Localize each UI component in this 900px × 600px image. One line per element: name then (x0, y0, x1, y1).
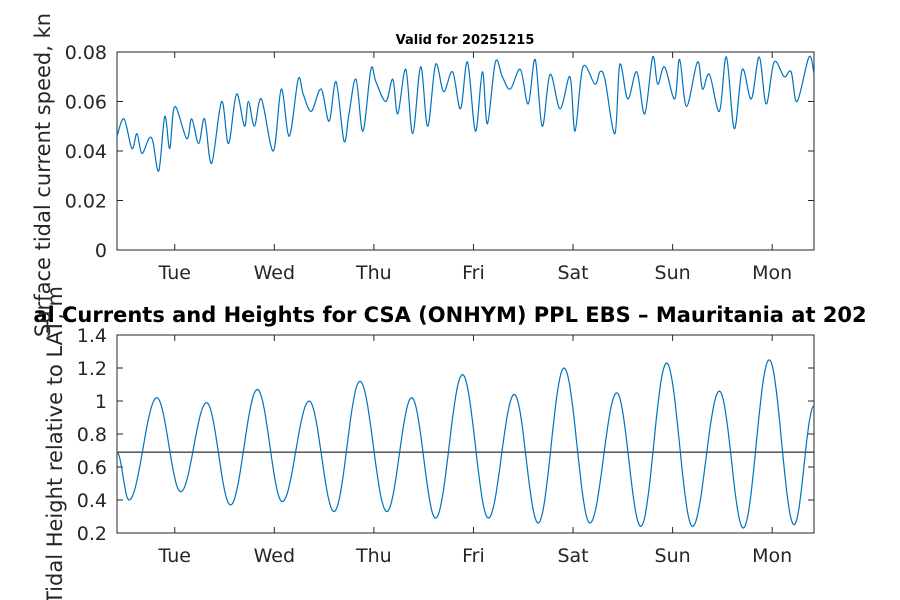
tidal-height-series-line (116, 359, 815, 529)
tidal-height-ticks: 0.2 0.4 0.6 0.8 1 1.2 1.4 Tue Wed Thu Fri Sat Sun Mon (77, 325, 814, 567)
x-tick-label-mon: Mon (752, 262, 792, 284)
current-speed-series-line (116, 55, 815, 172)
current-speed-ticks: 0 0.02 0.04 0.06 0.08 Tue Wed Thu Fri Sat Sun Mon (65, 42, 814, 284)
current-speed-panel: Valid for 20251215 0 0.02 0.04 0.06 0.08 Tue W… (65, 33, 815, 284)
y-tick-label: 0.04 (65, 141, 107, 163)
y-tick-label: 1.4 (77, 325, 107, 347)
x-tick-label-sat: Sat (557, 545, 588, 567)
x-tick-label-sat: Sat (557, 262, 588, 284)
tidal-height-panel: 0.2 0.4 0.6 0.8 1 1.2 1.4 Tue Wed Thu Fri Sat Sun Mon (77, 325, 815, 567)
x-tick-label-wed: Wed (254, 545, 295, 567)
x-tick-label-wed: Wed (254, 262, 295, 284)
y-tick-label: 1.2 (77, 358, 107, 380)
x-tick-label-tue: Tue (158, 545, 191, 567)
y-tick-label: 1 (95, 391, 107, 413)
current-speed-ylabel: Surface tidal current speed, kn (31, 13, 55, 337)
current-speed-axes-box (116, 51, 815, 251)
x-tick-label-mon: Mon (752, 545, 792, 567)
y-tick-label: 0 (95, 240, 107, 262)
figure-main-title: al Currents and Heights for CSA (ONHYM) … (33, 303, 866, 327)
current-speed-chart-title: Valid for 20251215 (396, 33, 535, 48)
y-tick-label: 0.08 (65, 42, 107, 64)
y-tick-label: 0.02 (65, 191, 107, 213)
y-tick-label: 0.4 (77, 490, 107, 512)
tidal-height-axes-box (116, 334, 815, 534)
y-tick-label: 0.2 (77, 523, 107, 545)
x-tick-label-tue: Tue (158, 262, 191, 284)
x-tick-label-sun: Sun (655, 545, 691, 567)
y-tick-label: 0.6 (77, 457, 107, 479)
x-tick-label-fri: Fri (462, 262, 485, 284)
x-tick-label-thu: Thu (355, 262, 392, 284)
tidal-height-ylabel: Tidal Height relative to LAT, m (43, 286, 67, 600)
y-tick-label: 0.06 (65, 92, 107, 114)
x-tick-label-thu: Thu (355, 545, 392, 567)
y-tick-label: 0.8 (77, 424, 107, 446)
x-tick-label-fri: Fri (462, 545, 485, 567)
x-tick-label-sun: Sun (655, 262, 691, 284)
